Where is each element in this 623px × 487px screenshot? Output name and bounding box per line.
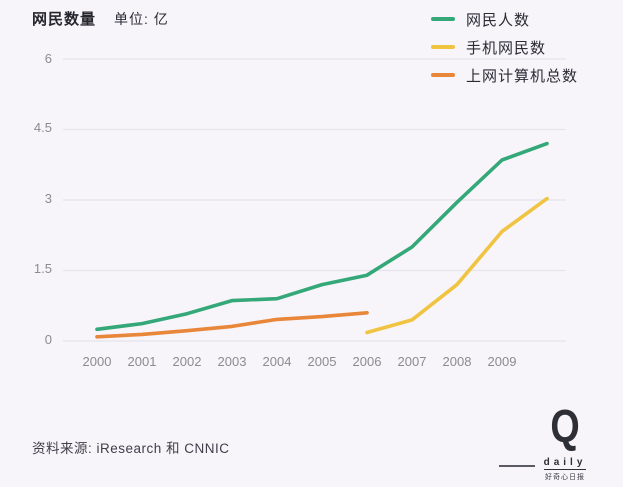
legend-item: 网民人数 <box>431 5 578 33</box>
y-tick-label: 4.5 <box>33 120 52 135</box>
logo-dash <box>499 465 535 467</box>
y-tick-label: 6 <box>44 51 52 66</box>
qdaily-wordmark: daily <box>543 457 587 470</box>
qdaily-caption: 好奇心日报 <box>545 474 585 481</box>
series-line-2 <box>95 310 369 339</box>
x-tick-label: 2006 <box>352 354 382 369</box>
x-tick-label: 2008 <box>442 354 472 369</box>
legend-swatch <box>431 73 455 77</box>
y-tick-label: 3 <box>44 191 52 206</box>
legend-label: 上网计算机总数 <box>466 67 579 85</box>
series-line-0 <box>95 141 549 332</box>
chart-title: 网民数量 <box>32 11 97 28</box>
qdaily-q-mark: Q <box>550 400 580 452</box>
chart-svg <box>63 58 566 342</box>
x-tick-label: 2002 <box>172 354 202 369</box>
x-tick-label: 2003 <box>217 354 247 369</box>
x-tick-label: 2005 <box>307 354 337 369</box>
x-tick-label: 2000 <box>82 354 112 369</box>
y-tick-label: 1.5 <box>33 261 52 276</box>
legend-item: 上网计算机总数 <box>431 61 578 89</box>
series-line-1 <box>365 196 549 335</box>
x-tick-label: 2001 <box>127 354 157 369</box>
unit-label: 单位: 亿 <box>114 11 169 27</box>
x-tick-label: 2004 <box>262 354 292 369</box>
legend: 网民人数 手机网民数 上网计算机总数 <box>431 5 578 89</box>
x-tick-label: 2007 <box>397 354 427 369</box>
legend-swatch <box>431 45 455 49</box>
x-tick-label: 2009 <box>487 354 517 369</box>
legend-swatch <box>431 17 455 21</box>
y-tick-label: 0 <box>44 332 52 347</box>
chart-header: 网民数量 单位: 亿 <box>32 8 169 29</box>
legend-label: 手机网民数 <box>466 39 547 57</box>
legend-item: 手机网民数 <box>431 33 578 61</box>
source-note: 资料来源: iResearch 和 CNNIC <box>32 441 230 456</box>
qdaily-logo: Q daily 好奇心日报 <box>536 400 594 482</box>
legend-label: 网民人数 <box>466 11 531 29</box>
